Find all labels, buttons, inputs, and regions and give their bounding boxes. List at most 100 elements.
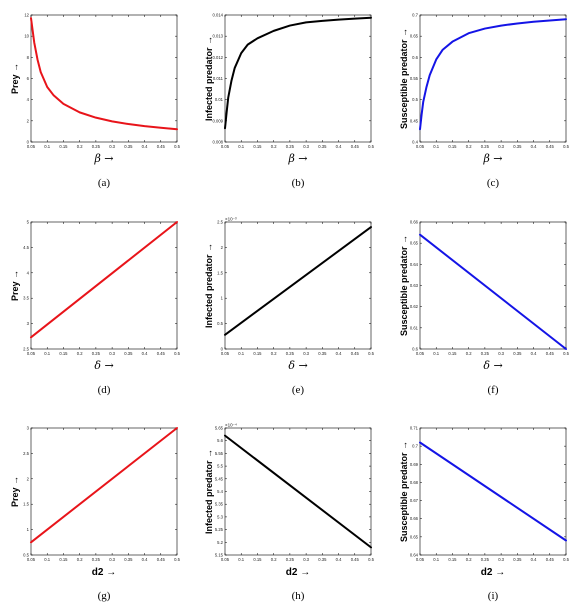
x-tick-label: 0.4 — [142, 351, 148, 356]
panel-caption: (i) — [488, 590, 499, 602]
y-tick-label: 3 — [27, 426, 30, 431]
x-tick-label: 0.05 — [27, 557, 36, 562]
x-tick-label: 0.35 — [124, 557, 133, 562]
x-tick-label: 0.1 — [433, 557, 439, 562]
x-tick-label: 0.5 — [174, 557, 180, 562]
y-tick-label: 5.4 — [217, 489, 223, 494]
axes-frame — [419, 427, 567, 556]
panel-a: 0.05 0.1 0.15 0.2 0.25 0.3 0.35 0.4 0.45 0.5 0 2 4 6 8… — [10, 13, 181, 190]
y-tick-label: 0.009 — [213, 118, 224, 123]
y-tick-label: 0 — [27, 140, 30, 145]
x-tick-label: 0.1 — [433, 144, 439, 149]
x-tick-label: 0.5 — [563, 351, 569, 356]
y-tick-label: 0.4 — [412, 140, 418, 145]
y-tick-label: 0.7 — [412, 13, 418, 18]
x-tick-label: 0.45 — [351, 351, 360, 356]
series-line — [224, 16, 372, 130]
y-tick-label: 2 — [221, 245, 224, 250]
axes-frame — [30, 221, 178, 350]
y-tick-label: 0.014 — [213, 13, 224, 18]
x-tick-label: 0.3 — [109, 351, 115, 356]
x-tick-label: 0.25 — [481, 144, 490, 149]
y-tick-label: 0.61 — [410, 325, 419, 330]
series-line — [419, 18, 567, 131]
x-tick-label: 0.45 — [546, 351, 555, 356]
y-tick-label: 0.71 — [410, 426, 419, 431]
axes-frame — [419, 14, 567, 143]
x-tick-label: 0.2 — [466, 557, 472, 562]
y-tick-label: 0.008 — [213, 140, 224, 145]
y-tick-label: 0.68 — [410, 480, 419, 485]
y-tick-label: 6 — [27, 76, 30, 81]
panel-i: 0.05 0.1 0.15 0.2 0.25 0.3 0.35 0.4 0.45 0.5 0.64 0… — [399, 426, 570, 603]
x-tick-label: 0.05 — [27, 144, 36, 149]
axes-frame — [30, 14, 178, 143]
x-tick-label: 0.25 — [481, 557, 490, 562]
x-tick-label: 0.2 — [77, 144, 83, 149]
y-tick-label: 10 — [24, 34, 29, 39]
x-tick-label: 0.4 — [336, 557, 342, 562]
y-axis-multiplier: ×10⁻⁴ — [225, 423, 237, 428]
y-tick-label: 5.5 — [217, 464, 223, 469]
x-tick-label: 0.1 — [238, 351, 244, 356]
x-tick-label: 0.25 — [92, 557, 101, 562]
x-tick-label: 0.5 — [174, 351, 180, 356]
panel-g: 0.05 0.1 0.15 0.2 0.25 0.3 0.35 0.4 0.45 0.5 0.5 1 1… — [10, 426, 181, 603]
y-axis-label: Infected predator → — [204, 243, 214, 328]
x-tick-label: 0.25 — [286, 351, 295, 356]
y-axis-label: Prey → — [10, 270, 20, 301]
y-tick-label: 2.5 — [217, 220, 223, 225]
y-tick-label: 0.65 — [410, 34, 419, 39]
x-tick-label: 0.15 — [448, 144, 457, 149]
x-tick-label: 0.25 — [92, 351, 101, 356]
x-axis-label: δ → — [288, 359, 307, 372]
x-tick-label: 0.15 — [253, 351, 262, 356]
x-tick-label: 0.5 — [563, 557, 569, 562]
x-tick-label: 0.45 — [546, 557, 555, 562]
y-tick-label: 0 — [221, 347, 224, 352]
y-tick-label: 5.65 — [215, 426, 224, 431]
y-tick-label: 1.5 — [23, 502, 29, 507]
series-line — [419, 233, 567, 350]
x-tick-label: 0.4 — [531, 144, 537, 149]
x-tick-label: 0.2 — [466, 144, 472, 149]
y-tick-label: 5.15 — [215, 553, 224, 558]
x-axis-label: d2 → — [481, 567, 505, 578]
x-tick-label: 0.2 — [77, 557, 83, 562]
y-tick-label: 4 — [27, 97, 30, 102]
x-tick-label: 0.25 — [92, 144, 101, 149]
x-tick-label: 0.05 — [221, 351, 230, 356]
y-tick-label: 0.64 — [410, 553, 419, 558]
x-tick-label: 0.1 — [238, 144, 244, 149]
x-tick-label: 0.05 — [221, 557, 230, 562]
x-tick-label: 0.35 — [513, 351, 522, 356]
x-tick-label: 0.1 — [44, 351, 50, 356]
x-tick-label: 0.3 — [498, 557, 504, 562]
y-tick-label: 0.69 — [410, 462, 419, 467]
axes-frame — [224, 14, 372, 143]
y-tick-label: 5.2 — [217, 540, 223, 545]
y-tick-label: 5.35 — [215, 502, 224, 507]
y-axis-multiplier: ×10⁻³ — [225, 217, 237, 222]
panel-caption: (g) — [98, 590, 111, 602]
x-tick-label: 0.1 — [433, 351, 439, 356]
y-tick-label: 0.013 — [213, 34, 224, 39]
y-tick-label: 1 — [221, 296, 224, 301]
y-axis-label: Susceptible predator → — [399, 441, 409, 542]
y-tick-label: 5.55 — [215, 451, 224, 456]
x-tick-label: 0.15 — [448, 557, 457, 562]
x-tick-label: 0.4 — [531, 351, 537, 356]
x-tick-label: 0.1 — [44, 144, 50, 149]
panel-caption: (d) — [98, 384, 111, 396]
x-tick-label: 0.15 — [59, 144, 68, 149]
x-tick-label: 0.2 — [77, 351, 83, 356]
y-tick-label: 0.67 — [410, 498, 419, 503]
y-tick-label: 0.011 — [213, 76, 224, 81]
y-tick-label: 0.55 — [410, 76, 419, 81]
y-tick-label: 0.63 — [410, 283, 419, 288]
x-tick-label: 0.05 — [416, 144, 425, 149]
x-tick-label: 0.25 — [286, 557, 295, 562]
series-line — [419, 441, 567, 542]
x-tick-label: 0.15 — [253, 144, 262, 149]
